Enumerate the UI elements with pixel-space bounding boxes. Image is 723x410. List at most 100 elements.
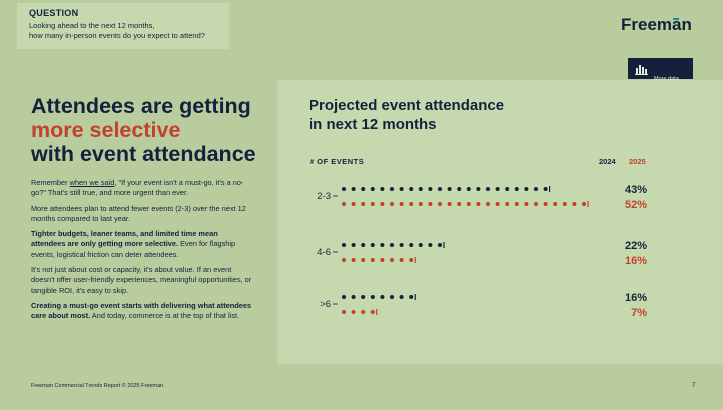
value-label-2025: 7%	[631, 307, 647, 319]
dot-2024	[390, 187, 394, 191]
body-paragraph-1: Remember when we said, "If your event is…	[31, 178, 253, 199]
question-title: QUESTION	[29, 8, 79, 18]
dot-2024	[409, 187, 414, 191]
body-p1-pre: Remember	[31, 178, 70, 187]
dot-2024	[514, 187, 519, 191]
category-label: 4-6	[317, 247, 331, 258]
dot-2024	[370, 295, 375, 299]
body-paragraph-5: Creating a must-go event starts with del…	[31, 301, 253, 322]
page-number: 7	[692, 383, 696, 389]
dot-2024	[409, 295, 414, 299]
dot-2024	[370, 187, 375, 191]
dot-2024	[361, 243, 366, 247]
body-paragraph-2: More attendees plan to attend fewer even…	[31, 203, 246, 223]
headline-line-3: with event attendance	[31, 142, 256, 166]
dot-2025	[409, 202, 414, 206]
dot-2025	[409, 258, 414, 262]
dot-2024	[361, 295, 366, 299]
dot-2025	[562, 202, 567, 206]
dot-2024	[524, 187, 529, 191]
body-p5-bold: Creating a must-go event starts with del…	[31, 300, 252, 321]
dot-2025	[572, 202, 577, 206]
bar-chart-icon	[635, 65, 648, 75]
chart-title-line-1: Projected event attendance	[309, 97, 505, 114]
dot-2025	[370, 202, 375, 206]
dot-2024	[399, 187, 404, 191]
dot-2025	[447, 202, 452, 206]
appendix-badge[interactable]: More data in appendix	[628, 58, 693, 89]
headline-line-1: Attendees are getting	[31, 94, 251, 118]
value-label-2025: 16%	[625, 255, 647, 267]
dot-2024	[342, 187, 346, 191]
dot-2024	[351, 243, 356, 247]
dot-2025	[486, 202, 490, 206]
dot-2024	[418, 243, 423, 247]
dot-2025	[380, 258, 385, 262]
dot-2024	[457, 187, 462, 191]
freeman-logo: Freeman	[621, 15, 692, 34]
dot-2024	[380, 243, 385, 247]
dot-2024	[361, 187, 366, 191]
dot-2025	[351, 202, 356, 206]
dot-2024	[351, 187, 356, 191]
value-label-2024: 16%	[625, 292, 647, 304]
body-p5-rest: And today, commerce is at the top of tha…	[90, 311, 240, 321]
dot-2024	[390, 295, 394, 299]
body-p3-bold: Tighter budgets, leaner teams, and limit…	[31, 229, 218, 249]
dot-2025	[543, 202, 548, 206]
legend-2025: 2025	[629, 157, 646, 166]
dot-2025	[457, 202, 462, 206]
footer-text: Freeman Commercial Trends Report © 2025 …	[31, 383, 165, 389]
dot-2025	[466, 202, 471, 206]
category-label: >6	[320, 299, 331, 310]
body-p1-post: , "If your event isn't a must-go, it's a…	[31, 178, 244, 198]
dot-2025	[342, 258, 346, 262]
headline-line-2: more selective	[31, 118, 181, 142]
dot-2025	[390, 202, 394, 206]
body-text: Remember when we said, "If your event is…	[31, 178, 253, 327]
dot-2024	[370, 243, 375, 247]
dot-2024	[428, 243, 433, 247]
dot-2024	[390, 243, 394, 247]
value-label-2025: 52%	[625, 199, 647, 211]
dot-2024	[409, 243, 414, 247]
dot-2025	[390, 258, 394, 262]
dot-2025	[361, 202, 366, 206]
dot-2024	[438, 187, 442, 191]
when-we-said-link[interactable]: when we said	[69, 178, 115, 187]
dot-2025	[524, 202, 529, 206]
dot-2024	[342, 295, 346, 299]
dot-2024	[543, 187, 548, 191]
dot-2025	[351, 258, 356, 262]
body-paragraph-3: Tighter budgets, leaner teams, and limit…	[31, 229, 253, 260]
dot-2024	[505, 187, 510, 191]
dot-2025	[505, 202, 510, 206]
dot-2024	[476, 187, 481, 191]
dot-2025	[495, 202, 500, 206]
dot-2025	[361, 258, 366, 262]
dot-2024	[380, 187, 385, 191]
dot-2024	[447, 187, 452, 191]
chart-title: Projected event attendance in next 12 mo…	[309, 96, 549, 134]
dot-2024	[495, 187, 500, 191]
dot-2025	[514, 202, 519, 206]
question-box: QUESTION Looking ahead to the next 12 mo…	[17, 3, 229, 49]
dot-2024	[438, 243, 442, 247]
category-header: # OF EVENTS	[310, 157, 364, 166]
chart-title-line-2: in next 12 months	[309, 116, 437, 133]
dot-2025	[399, 202, 404, 206]
dot-2024	[534, 187, 538, 191]
dot-2024	[486, 187, 490, 191]
body-paragraph-4: It's not just about cost or capacity, it…	[31, 265, 252, 295]
dot-2024	[351, 295, 356, 299]
dot-chart: # OF EVENTS 2024 2025 2-3 43% 52% 4-6 22% 16% >6 1…	[310, 157, 647, 319]
dot-2025	[418, 202, 423, 206]
dot-2024	[380, 295, 385, 299]
dot-2024	[428, 187, 433, 191]
dot-2025	[342, 310, 346, 314]
dot-2024	[466, 187, 471, 191]
dot-2025	[342, 202, 346, 206]
question-text: Looking ahead to the next 12 months, how…	[29, 21, 205, 40]
dot-2025	[476, 202, 481, 206]
body-p3-rest: Even for flagship events, logistical fri…	[31, 239, 236, 259]
